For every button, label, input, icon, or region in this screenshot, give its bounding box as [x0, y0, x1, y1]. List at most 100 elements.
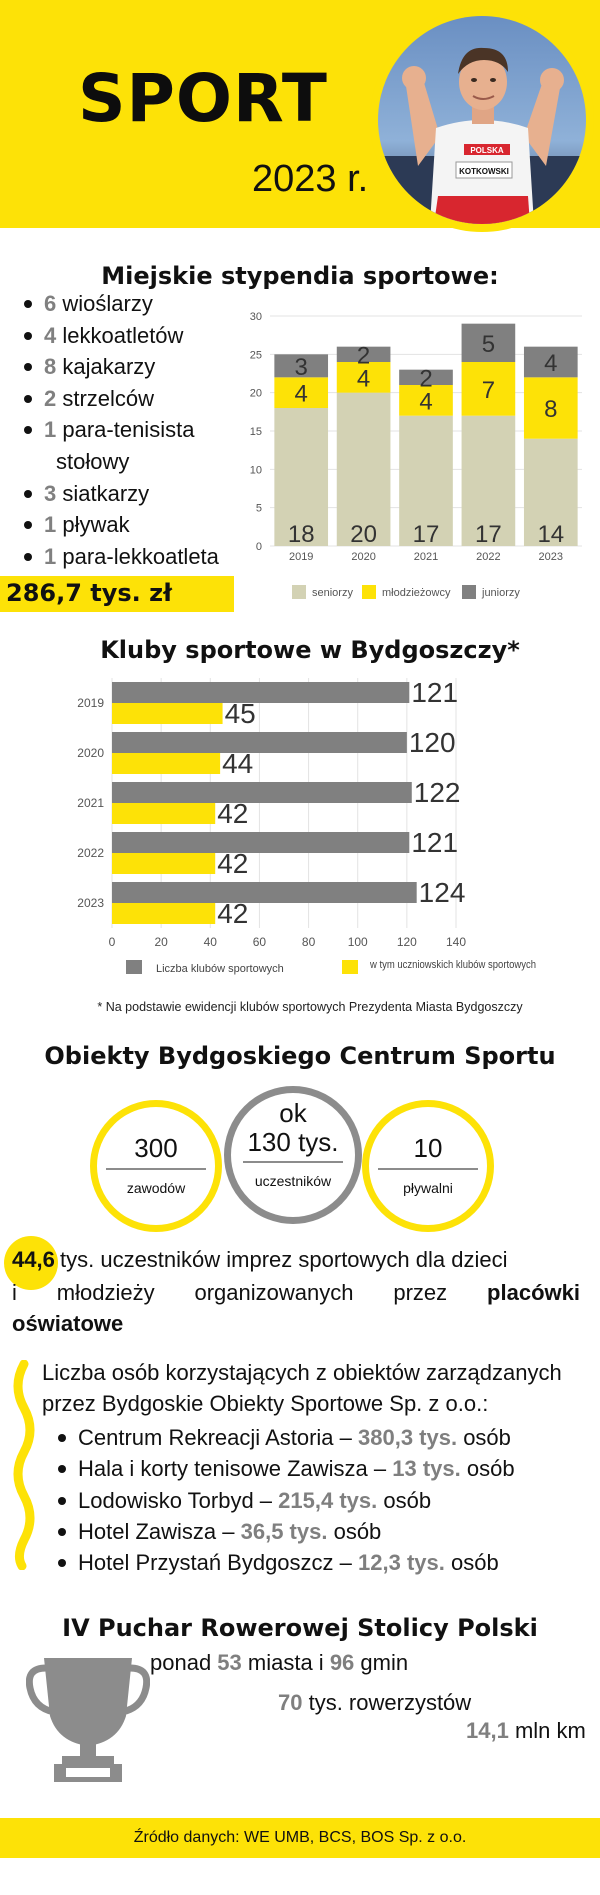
bos-intro-1: Liczba osób korzystających z obiektów za… — [42, 1360, 562, 1385]
x-tick-label: 2019 — [289, 551, 313, 563]
bar-segment — [336, 362, 391, 393]
list-item: Centrum Rekreacji Astoria – 380,3 tys. o… — [56, 1422, 515, 1453]
y-tick-label: 2021 — [77, 796, 104, 810]
x-tick-label: 0 — [109, 935, 116, 949]
clubs-heading: Kluby sportowe w Bydgoszczy* — [100, 636, 520, 664]
data-label: 45 — [225, 698, 256, 729]
stat-circle-pools: 10 pływalni — [362, 1100, 494, 1232]
divider — [378, 1168, 478, 1170]
stat-prefix: ok — [279, 1098, 307, 1128]
bar — [112, 882, 417, 903]
legend-swatch — [462, 585, 476, 599]
bar-segment — [336, 392, 391, 546]
data-label: 20 — [350, 521, 377, 548]
legend-swatch — [342, 960, 358, 974]
bib-text: KOTKOWSKI — [459, 167, 509, 176]
bos-intro-2: przez Bydgoskie Obiekty Sportowe Sp. z o… — [42, 1391, 489, 1416]
divider — [243, 1161, 343, 1163]
data-label: 122 — [414, 777, 461, 808]
page-title: SPORT — [78, 60, 328, 137]
list-item: Hotel Zawisza – 36,5 tys. osób — [56, 1516, 515, 1547]
data-label: 2 — [419, 365, 432, 392]
legend-label: w tym uczniowskich klubów sportowych — [369, 959, 536, 971]
data-label: 7 — [482, 377, 495, 404]
bar — [112, 732, 407, 753]
shirt-text: POLSKA — [470, 146, 504, 155]
y-tick-label: 30 — [250, 311, 262, 323]
x-tick-label: 60 — [253, 935, 267, 949]
x-tick-label: 120 — [397, 935, 417, 949]
wavy-decoration — [13, 1360, 35, 1570]
y-tick-label: 5 — [256, 503, 262, 515]
participants-text-1: tys. uczestników imprez sportowych dla d… — [60, 1247, 508, 1272]
data-label: 4 — [357, 365, 370, 392]
clubs-chart: 0 20 40 60 80 100 120 140 2019 121 45 2020 120 44 2021… — [77, 677, 536, 975]
stat-value: 300 — [134, 1133, 178, 1163]
participants-text-2: i młodzieży organizowanych przez placówk… — [12, 1280, 580, 1305]
legend-label: juniorzy — [481, 587, 520, 599]
scholarships-chart: 0510152025301843201920422020174220211775… — [250, 311, 582, 599]
stat-circle-participants: ok 130 tys. uczestników — [224, 1086, 362, 1224]
number-highlight — [4, 1236, 58, 1290]
clubs-footnote: * Na podstawie ewidencji klubów sportowy… — [97, 1000, 523, 1014]
bar-segment — [461, 323, 516, 362]
x-tick-label: 2023 — [539, 551, 563, 563]
list-item: 1 para-tenisista stołowy — [22, 414, 252, 477]
scholarship-amount: 286,7 tys. zł — [6, 579, 173, 607]
x-tick-label: 20 — [154, 935, 168, 949]
list-item: 8 kajakarzy — [22, 351, 252, 383]
data-label: 121 — [411, 677, 458, 708]
bar-segment — [399, 385, 453, 416]
bar — [112, 832, 410, 853]
bar — [112, 803, 216, 824]
amount-highlight — [0, 576, 234, 612]
legend-swatch — [126, 960, 142, 974]
stat-value: 10 — [413, 1133, 443, 1163]
stat-label: zawodów — [126, 1180, 186, 1196]
athlete-illustration: POLSKA KOTKOWSKI — [378, 16, 586, 224]
y-tick-label: 25 — [250, 349, 262, 361]
data-label: 120 — [409, 727, 456, 758]
legend-swatch — [362, 585, 376, 599]
athlete-photo: POLSKA KOTKOWSKI — [370, 8, 594, 232]
x-tick-label: 2020 — [351, 551, 375, 563]
list-item: Hala i korty tenisowe Zawisza – 13 tys. … — [56, 1453, 515, 1484]
data-label: 4 — [295, 381, 308, 408]
legend-swatch — [292, 585, 306, 599]
data-label: 124 — [419, 877, 466, 908]
y-tick-label: 0 — [256, 541, 262, 553]
cup-line-1: ponad 53 miasta i 96 gmin — [150, 1650, 409, 1675]
data-label: 4 — [544, 350, 557, 377]
bar — [112, 903, 216, 924]
bar-segment — [523, 377, 578, 439]
stat-label: uczestników — [254, 1173, 332, 1189]
stat-value: 130 tys. — [247, 1127, 339, 1157]
data-label: 4 — [419, 388, 432, 415]
year-label: 2023 r. — [252, 158, 369, 200]
bar-segment — [399, 415, 453, 546]
bar-segment — [461, 415, 516, 546]
bar-segment — [461, 362, 516, 416]
legend-label: seniorzy — [312, 587, 353, 599]
y-tick-label: 10 — [250, 464, 262, 476]
participants-text-3: oświatowe — [12, 1311, 124, 1336]
x-tick-label: 80 — [302, 935, 316, 949]
data-label: 2 — [357, 342, 370, 369]
legend-label: Liczba klubów sportowych — [156, 963, 284, 975]
bar — [112, 853, 216, 874]
bar — [112, 703, 223, 724]
bar-segment — [336, 346, 391, 362]
list-item: 2 strzelców — [22, 383, 252, 415]
bar-segment — [274, 377, 329, 408]
scholarships-heading: Miejskie stypendia sportowe: — [101, 262, 499, 290]
bar — [112, 782, 412, 803]
data-label: 42 — [217, 848, 248, 879]
legend-label: młodzieżowcy — [382, 587, 451, 599]
participants-number: 44,6 — [12, 1247, 55, 1272]
data-label: 42 — [217, 898, 248, 929]
data-label: 44 — [222, 748, 253, 779]
cup-heading: IV Puchar Rowerowej Stolicy Polski — [62, 1614, 538, 1642]
data-label: 5 — [482, 331, 495, 358]
bar-segment — [274, 354, 329, 378]
bar — [112, 682, 410, 703]
